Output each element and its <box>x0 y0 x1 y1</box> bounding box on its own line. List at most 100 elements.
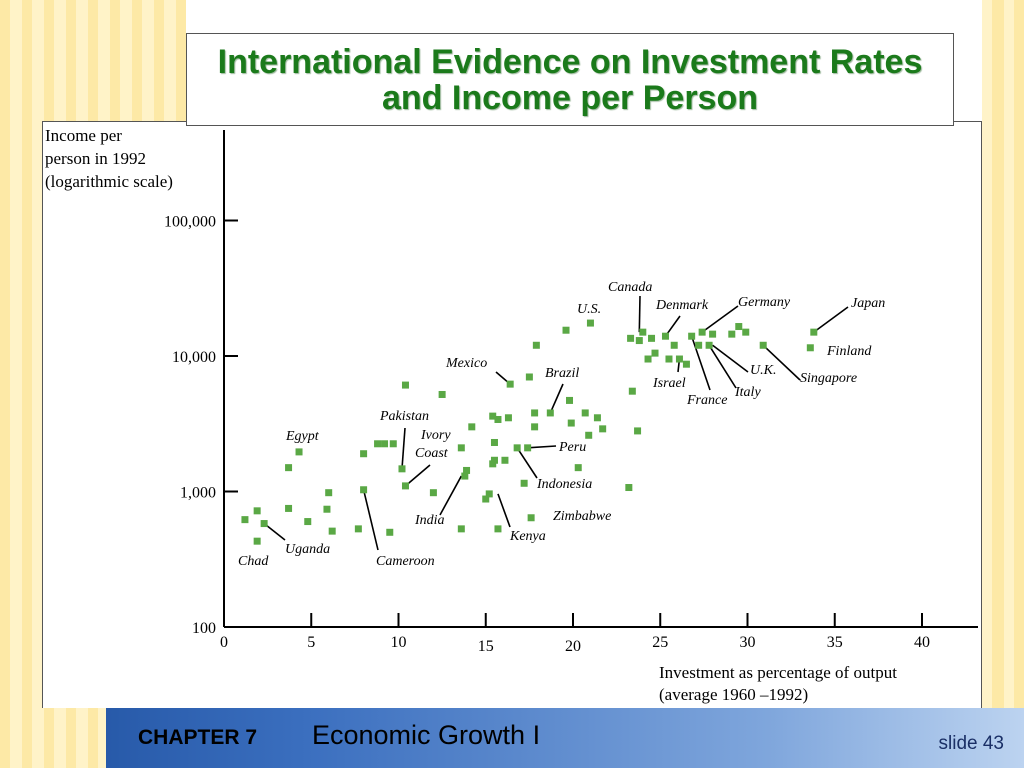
data-point <box>513 444 521 452</box>
x-tick-label: 20 <box>565 638 581 655</box>
leader-line-canada <box>638 295 641 333</box>
leader-line-cameroon <box>362 489 379 551</box>
data-point <box>494 415 502 423</box>
y-axis-label-line: (logarithmic scale) <box>45 172 173 191</box>
data-point <box>585 431 593 439</box>
data-point <box>728 330 736 338</box>
country-label-peru: Peru <box>558 440 586 455</box>
data-point <box>489 412 497 420</box>
data-point <box>675 355 683 363</box>
data-point <box>531 423 539 431</box>
x-tick-label: 35 <box>827 634 843 651</box>
data-point <box>260 520 268 528</box>
data-point <box>325 489 333 497</box>
country-label-france: France <box>686 393 727 408</box>
country-label-mexico: Mexico <box>445 356 487 371</box>
country-label-denmark: Denmark <box>655 298 709 313</box>
data-point <box>562 326 570 334</box>
data-point <box>628 387 636 395</box>
x-tick-label: 5 <box>307 634 315 651</box>
country-label-canada: Canada <box>608 280 652 295</box>
data-point <box>586 319 594 327</box>
data-point <box>695 341 703 349</box>
data-points <box>241 319 818 545</box>
data-point <box>360 450 368 458</box>
data-point <box>520 479 528 487</box>
leader-line-pakistan <box>401 427 406 469</box>
data-point <box>759 341 767 349</box>
y-tick-label: 1,000 <box>180 485 216 502</box>
x-axis-label-line: Investment as percentage of output <box>659 663 897 682</box>
data-point <box>490 456 498 464</box>
data-point <box>354 525 362 533</box>
data-point <box>482 495 490 503</box>
data-point <box>527 514 535 522</box>
y-tick-label: 100 <box>192 620 216 637</box>
country-label-ivory-coast: Ivory <box>420 428 451 443</box>
y-axis-label-line: person in 1992 <box>45 149 146 168</box>
data-point <box>682 360 690 368</box>
country-label-u-k-: U.K. <box>750 363 776 378</box>
data-point <box>546 409 554 417</box>
data-point <box>665 355 673 363</box>
leader-line-u-k- <box>712 344 749 373</box>
data-point <box>463 466 471 474</box>
country-label-japan: Japan <box>851 296 885 311</box>
data-point <box>490 438 498 446</box>
data-point <box>742 328 750 336</box>
data-point <box>709 330 717 338</box>
data-point <box>489 460 497 468</box>
leader-line-india <box>439 475 463 516</box>
data-point <box>531 409 539 417</box>
data-point <box>398 465 406 473</box>
data-point <box>253 507 261 515</box>
data-point <box>644 355 652 363</box>
country-label-kenya: Kenya <box>509 529 546 544</box>
leader-line-germany <box>701 305 739 333</box>
data-point <box>634 427 642 435</box>
data-point <box>567 419 575 427</box>
data-point <box>285 464 293 472</box>
data-point <box>304 518 312 526</box>
country-label-cameroon: Cameroon <box>376 554 435 569</box>
data-point <box>501 456 509 464</box>
leader-line-italy <box>708 344 737 389</box>
country-label-u-s-: U.S. <box>577 302 601 317</box>
data-point <box>461 472 469 480</box>
leader-line-indonesia <box>516 447 538 479</box>
data-point <box>532 341 540 349</box>
x-tick-label: 30 <box>740 634 756 651</box>
country-label-india: India <box>414 513 445 528</box>
slide-number: slide 43 <box>938 733 1005 754</box>
country-label-finland: Finland <box>826 344 872 359</box>
data-point <box>524 444 532 452</box>
country-label-ivory-coast: Coast <box>415 446 449 461</box>
y-axis-label: Income per person in 1992 (logarithmic sca… <box>45 126 173 191</box>
x-axis-label: Investment as percentage of output (avera… <box>659 663 897 704</box>
data-point <box>566 396 574 404</box>
y-tick-label: 100,000 <box>164 214 216 231</box>
data-point <box>661 332 669 340</box>
country-label-italy: Italy <box>734 385 761 400</box>
data-point <box>485 490 493 498</box>
data-point <box>670 341 678 349</box>
x-tick-label: 15 <box>478 638 494 655</box>
data-point <box>506 380 514 388</box>
x-tick-label: 40 <box>914 634 930 651</box>
axes <box>223 130 978 628</box>
data-point <box>468 423 476 431</box>
data-point <box>389 440 397 448</box>
leader-line-brazil <box>549 383 564 414</box>
data-point <box>593 414 601 422</box>
country-label-zimbabwe: Zimbabwe <box>553 509 611 524</box>
data-point <box>705 341 713 349</box>
y-tick-label: 10,000 <box>172 349 216 366</box>
data-point <box>625 484 633 492</box>
data-point <box>241 516 249 524</box>
data-point <box>581 409 589 417</box>
chapter-title: Economic Growth I <box>312 720 541 750</box>
leader-line-singapore <box>762 344 801 381</box>
footer-decor-stripes <box>0 708 106 768</box>
data-point <box>323 505 331 513</box>
